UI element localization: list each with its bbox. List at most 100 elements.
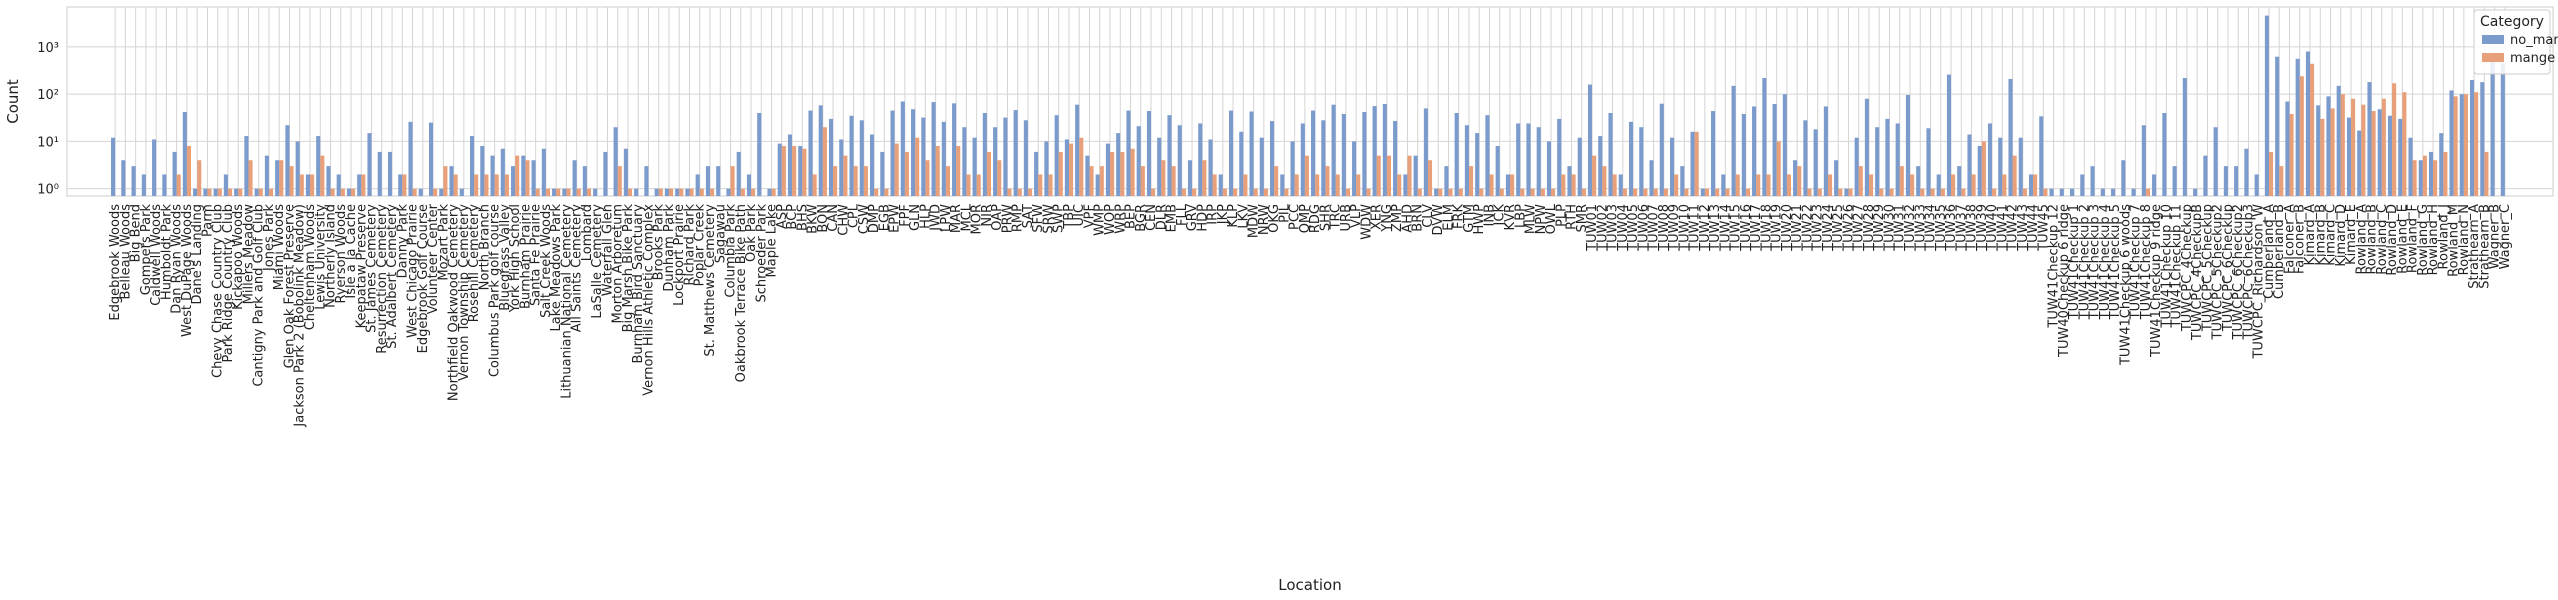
bar-no-mange [1413,155,1418,196]
bar-mange [576,188,581,196]
bar-mange [997,160,1002,196]
bar-no-mange [1423,108,1428,196]
x-tick-label: Brooks Park [652,204,667,281]
bar-mange [1674,174,1679,196]
bar-no-mange [808,110,813,196]
bar-no-mange [1157,137,1162,196]
bar-no-mange [1557,118,1562,196]
bar-no-mange [1813,129,1818,196]
x-tick-label: Gompers Park [139,204,154,296]
bar-no-mange [1741,114,1746,196]
x-tick-label: Northfield Oakwood Cemetery [447,204,462,401]
x-tick-label: SFW [1031,204,1046,233]
bar-mange [1971,174,1976,196]
x-tick-label: NRW [1257,204,1272,235]
bar-mange [1540,188,1545,196]
x-tick-label: HDP [1195,204,1210,232]
bar-mange [689,188,694,196]
bar-no-mange [1505,174,1510,196]
x-tick-label: Millers Meadow [241,204,256,305]
x-tick-label: ELM [1441,204,1456,231]
bar-no-mange [2398,118,2403,196]
x-tick-label: YNG [1380,204,1395,233]
bar-mange [2381,98,2386,196]
legend-swatch-no-mange [2482,35,2504,44]
x-tick-label: SAT [1021,204,1036,228]
bar-mange [1766,174,1771,196]
bar-no-mange [254,188,259,196]
x-tick-label: INB [1482,204,1497,226]
x-tick-label: TUW29 [1872,204,1887,252]
x-tick-label: TUWCPC_4Checkup [2180,204,2195,332]
bar-mange [2320,118,2325,196]
x-tick-label: TUW41Checkup 8 [2139,204,2154,320]
bar-no-mange [387,151,393,196]
legend-title: Category [2480,14,2544,30]
bar-mange [1879,188,1884,196]
x-tick-label: Dan Ryan Woods [170,204,185,314]
bar-no-mange [1495,146,1500,196]
bar-mange [351,188,356,196]
bar-mange [566,188,571,196]
bar-no-mange [1680,166,1685,196]
bar-mange [176,174,181,196]
bar-mange [2330,108,2335,196]
bar-no-mange [2387,115,2393,196]
x-tick-label: Wagner_C [2498,204,2513,269]
bar-mange [956,146,961,196]
bar-no-mange [367,133,372,196]
bar-no-mange [511,166,516,196]
x-tick-label: Rowland_B [2365,204,2380,275]
bar-no-mange [1864,98,1869,196]
bar-mange [2474,92,2479,196]
x-tick-label: Park Ridge Country Club [221,204,236,362]
bar-no-mange [1957,166,1962,196]
bar-mange [1817,188,1822,196]
x-tick-label: Jackson Park 2 (Bobolink Meadow) [293,204,308,428]
bar-no-mange [2008,78,2013,196]
bar-mange [1858,166,1863,196]
bar-no-mange [152,139,157,196]
x-tick-label: Humboldt Park [159,204,174,301]
bar-mange [1940,188,1945,196]
x-tick-label: LaSalle Cemetery [590,204,605,319]
x-tick-label: TUW41Checkup 5 [2108,204,2123,320]
bar-mange [238,188,243,196]
bar-no-mange [1403,174,1408,196]
bar-no-mange [1454,112,1459,196]
bar-no-mange [952,103,957,196]
x-tick-label: IRP [1206,204,1221,225]
bar-no-mange [223,174,228,196]
bar-no-mange [213,188,218,196]
bar-no-mange [285,125,290,196]
bar-no-mange [931,102,936,196]
x-tick-label: GTM [1462,204,1477,233]
bar-no-mange [1126,110,1131,196]
bar-mange [535,188,540,196]
bar-mange [843,155,848,196]
x-tick-label: BEP [1124,204,1139,229]
x-tick-label: Edgebrook Golf Course [416,204,431,353]
x-tick-label: FLL [1175,203,1190,226]
x-tick-label: MDW [1247,204,1262,238]
bar-no-mange [1782,94,1787,196]
x-tick-label: TUW17 [1749,204,1764,252]
x-tick-label: HWP [1472,204,1487,235]
x-tick-label: CHW [836,204,851,236]
bar-mange [1479,188,1484,196]
x-tick-label: TUWCPC_6Checkup2 [2231,204,2246,340]
bar-mange [2289,114,2294,196]
bar-mange [699,188,704,196]
bar-mange [320,155,325,196]
bar-no-mange [1044,141,1049,196]
bar-no-mange [705,166,710,196]
bar-no-mange [346,188,352,196]
bar-no-mange [295,141,300,196]
x-tick-label: Mozart Park [436,204,451,281]
bar-no-mange [1823,106,1828,196]
bar-mange [1848,188,1853,196]
bar-no-mange [654,188,659,196]
bar-no-mange [1464,125,1469,196]
bar-no-mange [305,174,310,196]
